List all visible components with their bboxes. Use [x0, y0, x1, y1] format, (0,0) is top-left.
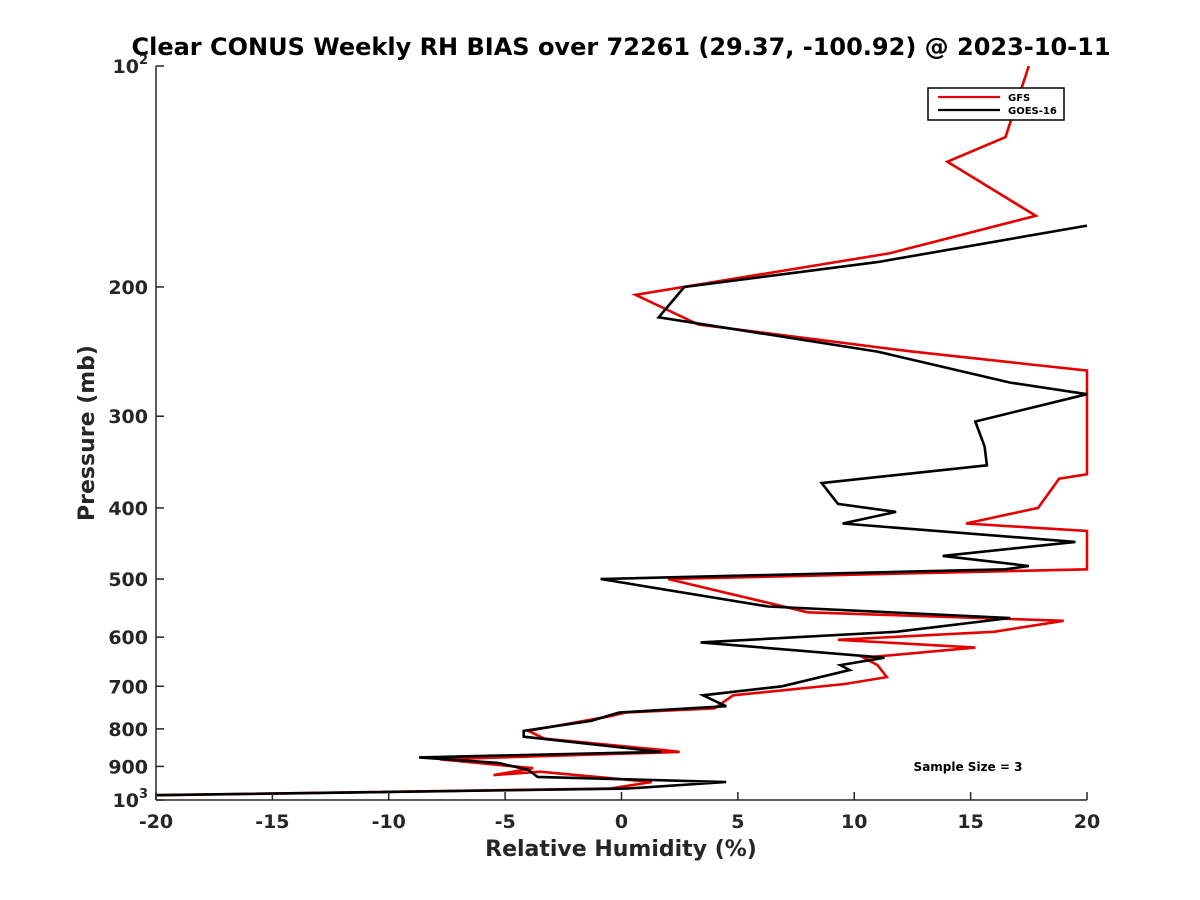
series-line-goes16	[155, 224, 1088, 797]
y-tick-label: 400	[108, 498, 148, 520]
plot-lines	[155, 65, 1089, 797]
x-tick-label: -10	[372, 811, 406, 833]
y-tick-label: 200	[108, 277, 148, 299]
series-line-gfs	[155, 65, 1089, 797]
legend: GFS GOES-16	[927, 87, 1065, 121]
y-tick-label: 600	[108, 627, 148, 649]
x-tick-label: 15	[957, 811, 983, 833]
y-ticks: 102 200 300 400 500 600 700 800 900 103	[108, 53, 164, 812]
chart-title: Clear CONUS Weekly RH BIAS over 72261 (2…	[131, 33, 1110, 61]
x-tick-label: -20	[139, 811, 173, 833]
y-tick-label: 900	[108, 756, 148, 778]
x-tick-label: 10	[841, 811, 867, 833]
sample-size-annotation: Sample Size = 3	[914, 760, 1023, 774]
legend-label-gfs: GFS	[1008, 93, 1030, 104]
y-tick-label: 500	[108, 569, 148, 591]
x-tick-label: 20	[1074, 811, 1100, 833]
y-axis-label: Pressure (mb)	[75, 345, 100, 521]
x-tick-label: -15	[255, 811, 289, 833]
legend-box	[927, 87, 1065, 121]
x-tick-label: 5	[731, 811, 744, 833]
legend-label-goes16: GOES-16	[1008, 106, 1057, 117]
y-tick-label: 300	[108, 406, 148, 428]
x-axis-label: Relative Humidity (%)	[485, 837, 757, 862]
y-tick-label: 700	[108, 676, 148, 698]
y-tick-label: 103	[113, 787, 149, 812]
y-tick-label: 102	[113, 53, 149, 78]
x-tick-label: 0	[615, 811, 628, 833]
x-tick-label: -5	[495, 811, 516, 833]
y-tick-label: 800	[108, 719, 148, 741]
x-ticks: -20 -15 -10 -5 0 5 10 15 20	[139, 792, 1100, 833]
